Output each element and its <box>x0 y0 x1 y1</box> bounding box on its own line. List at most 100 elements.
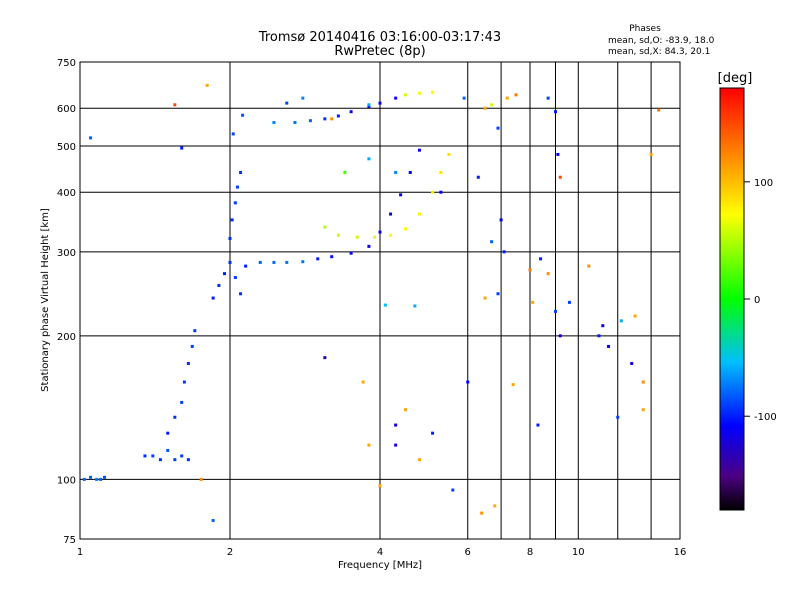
x-tick-label: 6 <box>465 547 471 558</box>
trace-point <box>367 105 371 109</box>
noise-point <box>383 303 387 307</box>
trace-point <box>403 227 407 231</box>
trace-point <box>211 296 215 300</box>
trace-point <box>373 235 377 239</box>
noise-point <box>558 175 562 179</box>
trace-point <box>431 190 435 194</box>
trace-point <box>349 110 353 114</box>
trace-point <box>403 93 407 97</box>
noise-point <box>439 190 443 194</box>
noise-point <box>480 511 484 515</box>
noise-point <box>394 423 398 427</box>
noise-point <box>180 146 184 150</box>
noise-point <box>499 218 503 222</box>
trace-point <box>180 454 184 458</box>
trace-point <box>186 361 190 365</box>
trace-point <box>190 344 194 348</box>
noise-point <box>394 170 398 174</box>
noise-point <box>505 96 509 100</box>
trace-point <box>223 272 227 276</box>
trace-point <box>417 91 421 95</box>
trace-point <box>447 152 451 156</box>
trace-point <box>417 148 421 152</box>
colorbar <box>719 87 745 511</box>
noise-point <box>601 324 605 328</box>
noise-point <box>403 408 407 412</box>
data-points <box>82 83 661 523</box>
noise-point <box>633 314 637 318</box>
noise-point <box>558 334 562 338</box>
trace-point <box>193 329 197 333</box>
y-tick-label: 100 <box>57 475 76 486</box>
trace-point <box>336 233 340 237</box>
x-tick-label: 2 <box>227 547 233 558</box>
x-tick-label: 1 <box>77 547 83 558</box>
noise-point <box>343 170 347 174</box>
noise-point <box>539 257 543 261</box>
noise-point <box>553 309 557 313</box>
y-tick-label: 600 <box>57 104 76 115</box>
colorbar-ticks: 100 0 -100 <box>744 178 777 423</box>
trace-point <box>408 170 412 174</box>
noise-point <box>378 484 382 488</box>
grid <box>80 62 680 539</box>
noise-point <box>451 488 455 492</box>
y-tick-label: 400 <box>57 188 76 199</box>
noise-point <box>567 300 571 304</box>
y-tick-label: 750 <box>57 58 76 69</box>
chart-subtitle: RwPretec (8p) <box>334 44 425 59</box>
trace-point <box>186 458 190 462</box>
noise-point <box>641 380 645 384</box>
axis-ticks: 1 2 4 6 8 10 16 75 100 200 300 400 500 600 750 <box>57 58 686 558</box>
noise-point <box>493 504 497 508</box>
y-axis-label: Stationary phase Virtual Height [km] <box>40 208 51 392</box>
trace-point <box>285 260 289 264</box>
trace-point <box>399 193 403 197</box>
phase-stats-o: mean, sd,O: -83.9, 18.0 <box>608 36 715 46</box>
noise-point <box>511 383 515 387</box>
noise-point <box>199 477 203 481</box>
noise-point <box>462 96 466 100</box>
trace-point <box>231 132 235 136</box>
trace-point <box>95 477 99 481</box>
x-tick-label: 8 <box>527 547 533 558</box>
trace-point <box>244 264 248 268</box>
trace-point <box>241 113 245 117</box>
noise-point <box>616 415 620 419</box>
noise-point <box>205 83 209 87</box>
noise-point <box>330 117 334 121</box>
noise-point <box>466 380 470 384</box>
colorbar-tick-label: 0 <box>754 295 760 306</box>
noise-point <box>417 458 421 462</box>
trace-point <box>439 170 443 174</box>
noise-point <box>607 344 611 348</box>
trace-point <box>143 454 147 458</box>
colorbar-label: [deg] <box>718 71 753 86</box>
noise-point <box>476 175 480 179</box>
trace-point <box>378 101 382 105</box>
trace-point <box>316 257 320 261</box>
noise-point <box>483 106 487 110</box>
trace-point <box>417 212 421 216</box>
trace-point <box>228 236 232 240</box>
noise-point <box>587 264 591 268</box>
trace-point <box>330 255 334 259</box>
noise-point <box>597 334 601 338</box>
trace-point <box>217 283 221 287</box>
noise-point <box>211 519 215 523</box>
noise-point <box>285 101 289 105</box>
trace-point <box>323 117 327 121</box>
noise-point <box>553 110 557 114</box>
phase-stats-x: mean, sd,X: 84.3, 20.1 <box>608 47 710 57</box>
trace-point <box>233 276 237 280</box>
trace-point <box>173 458 177 462</box>
noise-point <box>496 292 500 296</box>
noise-point <box>556 152 560 156</box>
trace-point <box>431 90 435 94</box>
chart-title: Tromsø 20140416 03:16:00-03:17:43 <box>258 30 501 45</box>
noise-point <box>514 93 518 97</box>
trace-point <box>166 448 170 452</box>
noise-point <box>413 304 417 308</box>
noise-point <box>431 431 435 435</box>
colorbar-tick-label: -100 <box>754 412 777 423</box>
